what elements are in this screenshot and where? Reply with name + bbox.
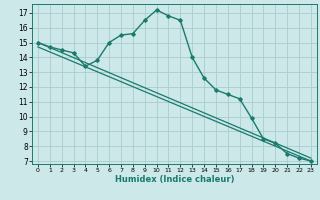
X-axis label: Humidex (Indice chaleur): Humidex (Indice chaleur) bbox=[115, 175, 234, 184]
